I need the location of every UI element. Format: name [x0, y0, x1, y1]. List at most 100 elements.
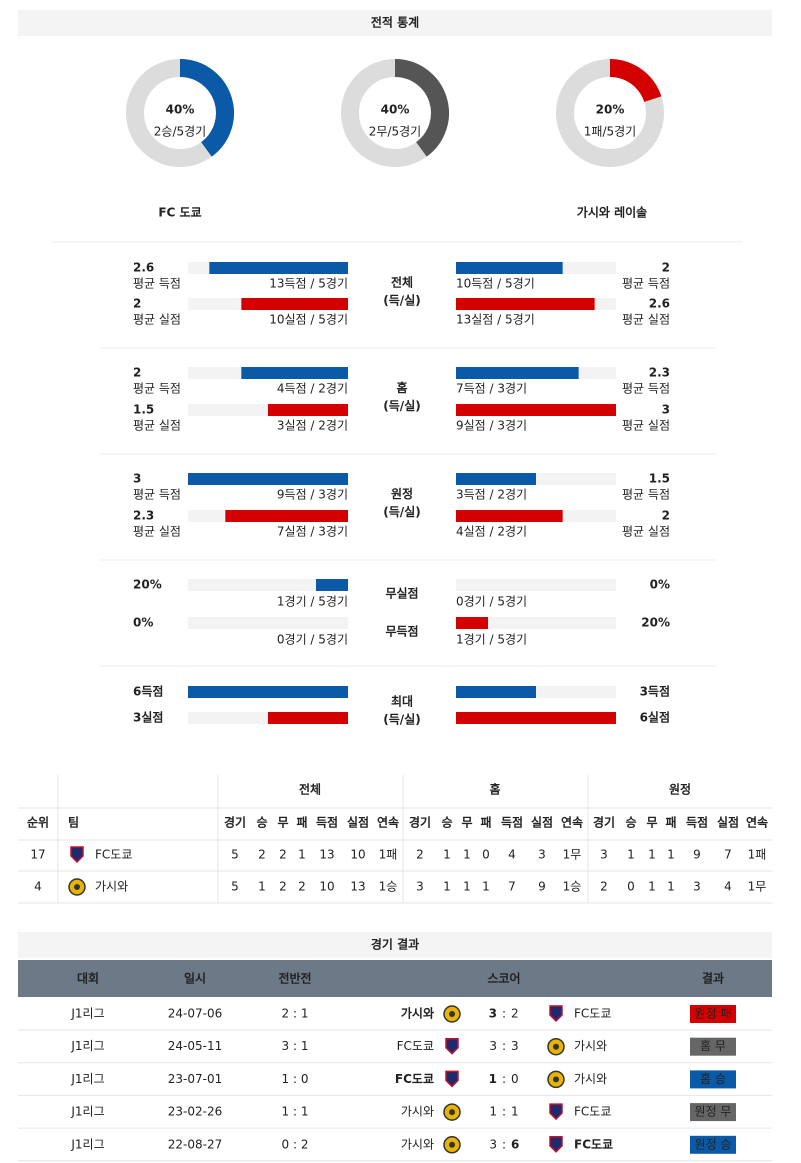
sub-header: 패 — [296, 816, 307, 830]
date: 24-07-06 — [168, 1007, 222, 1021]
stat-cell: 1 — [298, 848, 306, 862]
bar — [456, 473, 536, 485]
stat-detail: 10실점 / 5경기 — [269, 313, 348, 327]
row-title: 무득점 — [385, 624, 418, 639]
bar-track — [456, 617, 616, 629]
stat-detail: 3실점 / 2경기 — [277, 419, 348, 433]
bar — [456, 262, 563, 274]
section-header — [18, 10, 772, 36]
stat-caption: 평균 실점 — [622, 419, 670, 433]
stat-caption: 평균 득점 — [133, 277, 181, 291]
bar — [225, 510, 348, 522]
bar — [241, 298, 348, 310]
sub-header: 득점 — [686, 815, 708, 830]
result: 원정 무 — [695, 1105, 732, 1119]
away-score: 2 — [511, 1007, 519, 1021]
sub-header: 연속 — [561, 815, 583, 830]
group-header: 전체 — [299, 782, 321, 797]
bar — [456, 510, 563, 522]
sub-header: 득점 — [316, 815, 338, 830]
donut-label: 20% — [596, 103, 625, 117]
stat-value: 1.5 — [133, 403, 154, 417]
sub-header: 득점 — [501, 815, 523, 830]
stat-cell: 1무 — [748, 880, 767, 894]
bar — [456, 367, 579, 379]
date: 23-02-26 — [168, 1105, 222, 1119]
bar — [188, 686, 348, 698]
block-title: 원정 — [391, 486, 413, 501]
sub-header: 실점 — [347, 815, 369, 830]
away-team: FC도쿄 — [574, 1105, 611, 1119]
date: 23-07-01 — [168, 1072, 222, 1086]
stat-cell: 1 — [463, 848, 471, 862]
stat-value: 6실점 — [640, 710, 670, 725]
home-score: 1 — [489, 1072, 497, 1086]
team-icon-inner — [553, 1076, 559, 1083]
section-title: 전적 통계 — [371, 15, 419, 30]
stat-cell: 2 — [298, 880, 306, 894]
sub-header: 실점 — [531, 815, 553, 830]
team-icon — [549, 1005, 563, 1023]
sub-header: 연속 — [746, 815, 768, 830]
stat-cell: 2 — [279, 848, 287, 862]
bar — [456, 617, 488, 629]
away-team: 가시와 — [574, 1072, 607, 1086]
team-icon-inner — [449, 1109, 455, 1116]
stat-cell: 3 — [416, 880, 424, 894]
team: FC도쿄 — [95, 848, 132, 862]
bar — [188, 473, 348, 485]
half-time: 1 : 0 — [282, 1072, 309, 1086]
stat-value: 2.6 — [133, 261, 154, 275]
stat-cell: 1 — [482, 880, 490, 894]
block-title: (득/실) — [383, 398, 420, 413]
stat-cell: 1 — [667, 848, 675, 862]
stat-value: 3실점 — [133, 710, 163, 725]
stat-value: 2 — [133, 366, 141, 380]
sub-header: 승 — [441, 816, 452, 830]
date: 24-05-11 — [168, 1039, 222, 1053]
stat-cell: 1 — [648, 848, 656, 862]
half-time: 0 : 2 — [282, 1137, 309, 1151]
stat-cell: 4 — [724, 880, 732, 894]
bar — [456, 712, 616, 724]
home-score: 3 — [489, 1007, 497, 1021]
block-title: 전체 — [391, 275, 413, 290]
block-title: (득/실) — [383, 504, 420, 519]
sub-header: 승 — [256, 816, 267, 830]
stat-detail: 13실점 / 5경기 — [456, 313, 535, 327]
sub-header: 승 — [625, 816, 636, 830]
result: 원정 승 — [695, 1137, 732, 1151]
table-header — [18, 960, 772, 997]
stat-caption: 평균 실점 — [622, 313, 670, 327]
half-time: 2 : 1 — [282, 1007, 309, 1021]
team-icon — [70, 846, 84, 864]
team: 가시와 — [95, 880, 128, 894]
group-header: 원정 — [669, 782, 691, 797]
bar — [268, 712, 348, 724]
stat-value: 2.6 — [649, 297, 670, 311]
stat-cell: 1패 — [379, 848, 398, 862]
bar — [456, 298, 595, 310]
sub-header: 무 — [277, 816, 288, 830]
stat-cell: 9 — [693, 848, 701, 862]
score-separator: : — [502, 1007, 506, 1021]
stat-value: 2.3 — [133, 509, 154, 523]
col-header: 대회 — [77, 971, 99, 986]
block-title: (득/실) — [383, 712, 420, 727]
stat-cell: 1승 — [379, 880, 398, 894]
team-icon-inner — [74, 884, 80, 890]
stat-caption: 평균 득점 — [622, 382, 670, 396]
stat-cell: 2 — [279, 880, 287, 894]
stat-cell: 1 — [627, 848, 635, 862]
stat-value: 2 — [662, 261, 670, 275]
stat-cell: 13 — [319, 848, 334, 862]
stat-value: 20% — [641, 616, 670, 630]
col-header: 전반전 — [278, 971, 311, 986]
stat-detail: 3득점 / 2경기 — [456, 488, 527, 502]
away-team: FC도쿄 — [574, 1007, 611, 1021]
row-title: 무실점 — [385, 586, 418, 601]
home-team: FC도쿄 — [395, 1072, 434, 1086]
donut-arc — [394, 59, 449, 157]
stat-cell: 3 — [600, 848, 608, 862]
